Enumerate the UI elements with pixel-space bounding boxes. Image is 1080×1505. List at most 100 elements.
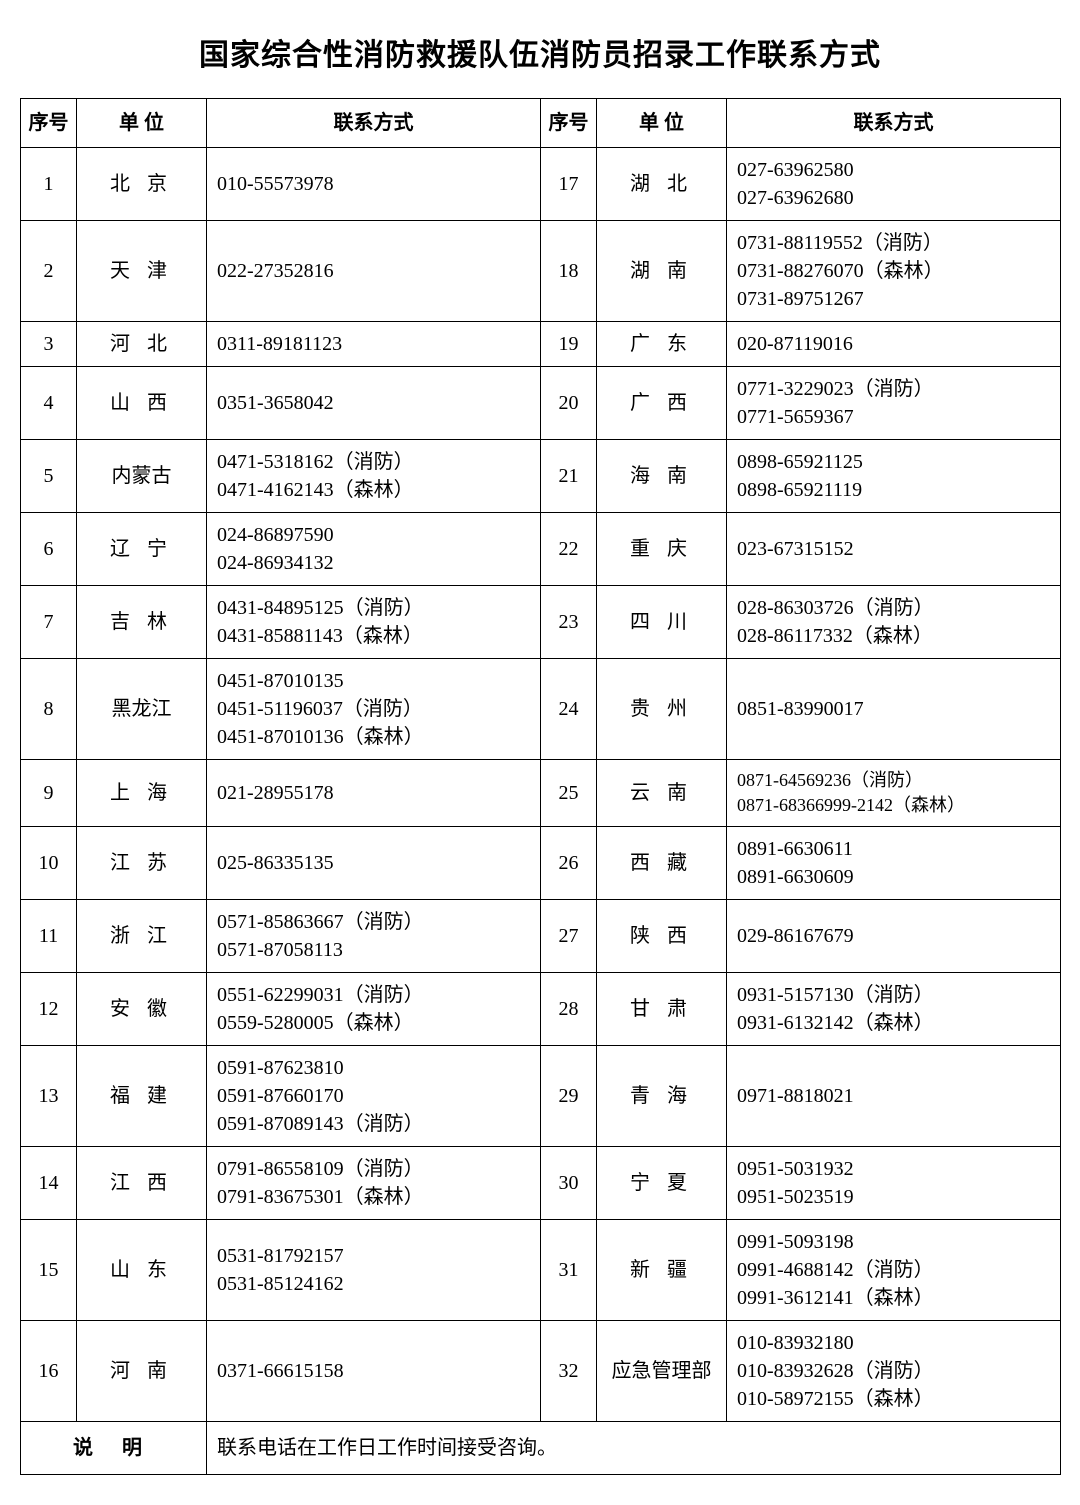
cell-unit: 江 西 [77, 1147, 207, 1220]
contact-line: 0571-85863667（消防） [217, 908, 534, 936]
cell-seq: 25 [541, 760, 597, 827]
cell-contact: 0571-85863667（消防）0571-87058113 [207, 900, 541, 973]
contact-line: 0791-86558109（消防） [217, 1155, 534, 1183]
cell-unit: 贵 州 [597, 659, 727, 760]
contact-line: 0898-65921125 [737, 448, 1054, 476]
contact-line: 010-83932628（消防） [737, 1357, 1054, 1385]
cell-contact: 0431-84895125（消防）0431-85881143（森林） [207, 586, 541, 659]
contact-line: 0451-87010136（森林） [217, 723, 534, 751]
cell-contact: 0898-659211250898-65921119 [727, 440, 1061, 513]
table-row: 9上 海021-2895517825云 南0871-64569236（消防）08… [21, 760, 1061, 827]
header-contact: 联系方式 [727, 99, 1061, 148]
cell-unit: 天 津 [77, 221, 207, 322]
cell-seq: 26 [541, 827, 597, 900]
cell-seq: 3 [21, 322, 77, 367]
cell-contact: 0531-817921570531-85124162 [207, 1220, 541, 1321]
cell-contact: 0351-3658042 [207, 367, 541, 440]
cell-contact: 0971-8818021 [727, 1046, 1061, 1147]
contact-line: 027-63962680 [737, 184, 1054, 212]
cell-contact: 0731-88119552（消防）0731-88276070（森林）0731-8… [727, 221, 1061, 322]
cell-unit: 河 北 [77, 322, 207, 367]
cell-unit: 湖 南 [597, 221, 727, 322]
contact-line: 0311-89181123 [217, 330, 534, 358]
cell-seq: 16 [21, 1321, 77, 1422]
contact-line: 010-83932180 [737, 1329, 1054, 1357]
cell-unit: 安 徽 [77, 973, 207, 1046]
contact-line: 0451-51196037（消防） [217, 695, 534, 723]
contact-line: 0591-87623810 [217, 1054, 534, 1082]
contact-line: 0991-4688142（消防） [737, 1256, 1054, 1284]
cell-contact: 0451-870101350451-51196037（消防）0451-87010… [207, 659, 541, 760]
cell-contact: 021-28955178 [207, 760, 541, 827]
cell-seq: 1 [21, 148, 77, 221]
contact-line: 024-86897590 [217, 521, 534, 549]
cell-contact: 0791-86558109（消防）0791-83675301（森林） [207, 1147, 541, 1220]
cell-contact: 0771-3229023（消防）0771-5659367 [727, 367, 1061, 440]
contact-line: 0571-87058113 [217, 936, 534, 964]
cell-unit: 山 东 [77, 1220, 207, 1321]
table-row: 11浙 江0571-85863667（消防）0571-8705811327陕 西… [21, 900, 1061, 973]
cell-contact: 0931-5157130（消防）0931-6132142（森林） [727, 973, 1061, 1046]
cell-seq: 18 [541, 221, 597, 322]
header-seq: 序号 [21, 99, 77, 148]
cell-unit: 广 东 [597, 322, 727, 367]
cell-contact: 025-86335135 [207, 827, 541, 900]
table-body: 1北 京010-5557397817湖 北027-63962580027-639… [21, 148, 1061, 1422]
contact-line: 0898-65921119 [737, 476, 1054, 504]
cell-seq: 20 [541, 367, 597, 440]
table-row: 2天 津022-2735281618湖 南0731-88119552（消防）07… [21, 221, 1061, 322]
table-row: 7吉 林0431-84895125（消防）0431-85881143（森林）23… [21, 586, 1061, 659]
cell-seq: 21 [541, 440, 597, 513]
cell-seq: 5 [21, 440, 77, 513]
contact-table: 序号 单 位 联系方式 序号 单 位 联系方式 1北 京010-55573978… [20, 98, 1061, 1475]
cell-contact: 0891-66306110891-6630609 [727, 827, 1061, 900]
cell-contact: 028-86303726（消防）028-86117332（森林） [727, 586, 1061, 659]
table-row: 15山 东0531-817921570531-8512416231新 疆0991… [21, 1220, 1061, 1321]
table-row: 4山 西0351-365804220广 西0771-3229023（消防）077… [21, 367, 1061, 440]
contact-line: 025-86335135 [217, 849, 534, 877]
cell-seq: 13 [21, 1046, 77, 1147]
contact-line: 0731-88276070（森林） [737, 257, 1054, 285]
contact-line: 0431-84895125（消防） [217, 594, 534, 622]
contact-line: 0771-5659367 [737, 403, 1054, 431]
table-row: 16河 南0371-6661515832应急管理部010-83932180010… [21, 1321, 1061, 1422]
cell-seq: 23 [541, 586, 597, 659]
cell-unit: 应急管理部 [597, 1321, 727, 1422]
cell-seq: 9 [21, 760, 77, 827]
contact-line: 0931-6132142（森林） [737, 1009, 1054, 1037]
cell-unit: 黑龙江 [77, 659, 207, 760]
contact-line: 0991-5093198 [737, 1228, 1054, 1256]
table-row: 1北 京010-5557397817湖 北027-63962580027-639… [21, 148, 1061, 221]
contact-line: 0871-68366999-2142（森林） [737, 793, 1054, 818]
contact-line: 0771-3229023（消防） [737, 375, 1054, 403]
cell-contact: 020-87119016 [727, 322, 1061, 367]
contact-line: 0591-87089143（消防） [217, 1110, 534, 1138]
contact-line: 0531-81792157 [217, 1242, 534, 1270]
contact-line: 010-58972155（森林） [737, 1385, 1054, 1413]
cell-contact: 0371-66615158 [207, 1321, 541, 1422]
contact-line: 0351-3658042 [217, 389, 534, 417]
cell-seq: 2 [21, 221, 77, 322]
table-row: 6辽 宁024-86897590024-8693413222重 庆023-673… [21, 513, 1061, 586]
contact-line: 0559-5280005（森林） [217, 1009, 534, 1037]
contact-line: 0991-3612141（森林） [737, 1284, 1054, 1312]
cell-contact: 0551-62299031（消防）0559-5280005（森林） [207, 973, 541, 1046]
cell-seq: 27 [541, 900, 597, 973]
contact-line: 028-86117332（森林） [737, 622, 1054, 650]
contact-line: 0551-62299031（消防） [217, 981, 534, 1009]
cell-unit: 山 西 [77, 367, 207, 440]
cell-contact: 0311-89181123 [207, 322, 541, 367]
cell-seq: 30 [541, 1147, 597, 1220]
cell-unit: 吉 林 [77, 586, 207, 659]
cell-seq: 17 [541, 148, 597, 221]
contact-line: 024-86934132 [217, 549, 534, 577]
contact-line: 020-87119016 [737, 330, 1054, 358]
cell-unit: 北 京 [77, 148, 207, 221]
contact-line: 0451-87010135 [217, 667, 534, 695]
contact-line: 0371-66615158 [217, 1357, 534, 1385]
cell-seq: 14 [21, 1147, 77, 1220]
contact-line: 010-55573978 [217, 170, 534, 198]
cell-unit: 江 苏 [77, 827, 207, 900]
cell-contact: 0591-876238100591-876601700591-87089143（… [207, 1046, 541, 1147]
table-row: 10江 苏025-8633513526西 藏0891-66306110891-6… [21, 827, 1061, 900]
